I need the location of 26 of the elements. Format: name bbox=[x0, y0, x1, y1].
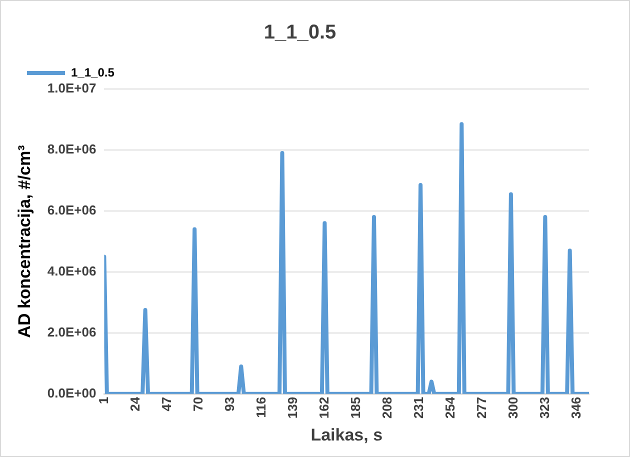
x-tick-label: 1 bbox=[96, 396, 111, 404]
x-tick-label: 93 bbox=[222, 396, 237, 412]
x-tick-label: 300 bbox=[505, 396, 520, 419]
x-tick-label: 208 bbox=[379, 396, 394, 419]
x-tick-label: 139 bbox=[284, 396, 300, 419]
x-tick-label: 254 bbox=[442, 396, 458, 419]
x-tick-label: 185 bbox=[348, 396, 363, 419]
y-tick-label: 4.0E+06 bbox=[47, 264, 96, 279]
y-axis-title: AD koncentracija, #/cm³ bbox=[14, 144, 34, 338]
x-tick-label: 277 bbox=[474, 396, 489, 419]
x-axis-title: Laikas, s bbox=[310, 425, 383, 444]
x-tick-label: 323 bbox=[536, 396, 552, 419]
chart-title: 1_1_0.5 bbox=[264, 22, 336, 44]
x-tick-label: 47 bbox=[158, 396, 174, 412]
x-tick-label: 116 bbox=[253, 396, 268, 418]
x-tick-label: 24 bbox=[127, 396, 142, 412]
legend-label: 1_1_0.5 bbox=[71, 65, 115, 80]
y-tick-label: 0.0E+00 bbox=[47, 385, 96, 400]
x-tick-label: 162 bbox=[316, 396, 332, 419]
y-tick-label: 8.0E+06 bbox=[47, 142, 96, 157]
x-tick-label: 346 bbox=[568, 396, 584, 419]
x-tick-label: 70 bbox=[190, 396, 206, 412]
y-tick-label: 6.0E+06 bbox=[47, 202, 96, 218]
x-tick-label: 231 bbox=[410, 396, 426, 419]
y-tick-label: 1.0E+07 bbox=[47, 80, 96, 96]
y-tick-label: 2.0E+06 bbox=[47, 324, 96, 340]
